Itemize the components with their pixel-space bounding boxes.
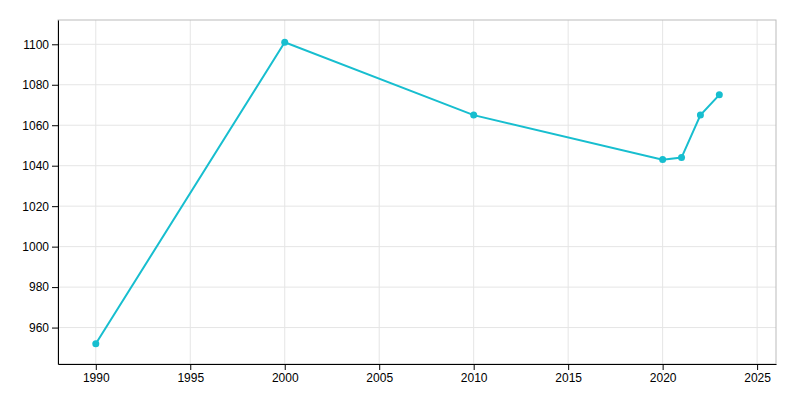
y-tick: 980 [29,280,58,294]
y-grid-line [58,165,776,166]
x-tick: 2025 [744,364,771,385]
point [470,112,477,119]
y-tick-mark [52,287,58,288]
x-tick: 1990 [83,364,110,385]
line [96,42,720,344]
y-tick: 1040 [22,159,58,173]
y-tick-mark [52,85,58,86]
x-tick-label: 2005 [366,371,393,385]
y-tick-label: 1080 [22,78,49,92]
point [281,39,288,46]
y-grid-line [58,287,776,288]
x-tick-mark [190,364,191,370]
x-tick-mark [757,364,758,370]
y-grid-line [58,206,776,207]
y-grid-line [58,246,776,247]
x-tick: 2005 [366,364,393,385]
y-tick-label: 1060 [22,119,49,133]
x-tick-mark [96,364,97,370]
x-tick-mark [474,364,475,370]
x-tick-mark [663,364,664,370]
chart-container: 1990 1995 2000 2005 2010 2015 2020 2025 960 980 10… [0,0,800,400]
x-tick: 2015 [555,364,582,385]
grid [58,20,776,364]
point [92,340,99,347]
point [716,91,723,98]
y-tick-label: 980 [29,280,49,294]
y-tick-mark [52,44,58,45]
y-tick-mark [52,247,58,248]
y-tick: 1080 [22,78,58,92]
y-tick-label: 1000 [22,240,49,254]
x-tick-label: 1995 [177,371,204,385]
x-tick: 2000 [272,364,299,385]
x-grid-line [284,20,285,364]
y-tick-mark [52,328,58,329]
y-tick-mark [52,125,58,126]
x-grid-line [568,20,569,364]
y-tick-label: 1040 [22,159,49,173]
y-tick-mark [52,166,58,167]
x-tick-mark [285,364,286,370]
x-tick: 2010 [461,364,488,385]
x-tick-label: 2015 [555,371,582,385]
x-tick-label: 2000 [272,371,299,385]
y-tick-label: 1100 [23,38,49,52]
plot-area [92,39,723,348]
x-grid-line [379,20,380,364]
x-grid-line [95,20,96,364]
y-axis: 960 980 1000 1020 1040 1060 1080 1100 [22,21,58,365]
x-grid-line [757,20,758,364]
y-grid-line [58,125,776,126]
y-grid-line [58,44,776,45]
y-tick: 960 [29,321,58,335]
y-tick: 1000 [22,240,58,254]
point [697,112,704,119]
y-grid-line [58,327,776,328]
x-tick-label: 2020 [650,371,677,385]
y-grid-line [58,84,776,85]
x-tick-label: 1990 [83,371,110,385]
y-tick-mark [52,206,58,207]
x-grid-line [473,20,474,364]
x-tick-label: 2010 [461,371,488,385]
x-tick-mark [568,364,569,370]
y-tick-label: 960 [29,321,49,335]
chart-svg: 1990 1995 2000 2005 2010 2015 2020 2025 960 980 10… [0,0,800,400]
y-tick: 1100 [23,38,58,52]
x-tick: 2020 [650,364,677,385]
x-axis-line [59,364,777,365]
point [678,154,685,161]
x-tick-mark [379,364,380,370]
x-axis: 1990 1995 2000 2005 2010 2015 2020 2025 [59,364,777,385]
x-tick-label: 2025 [744,371,771,385]
plot-frame [58,20,776,364]
x-tick: 1995 [177,364,204,385]
y-tick: 1020 [22,200,58,214]
y-axis-line [58,21,59,365]
point [659,156,666,163]
y-tick-label: 1020 [22,200,49,214]
y-tick: 1060 [22,119,58,133]
x-grid-line [662,20,663,364]
